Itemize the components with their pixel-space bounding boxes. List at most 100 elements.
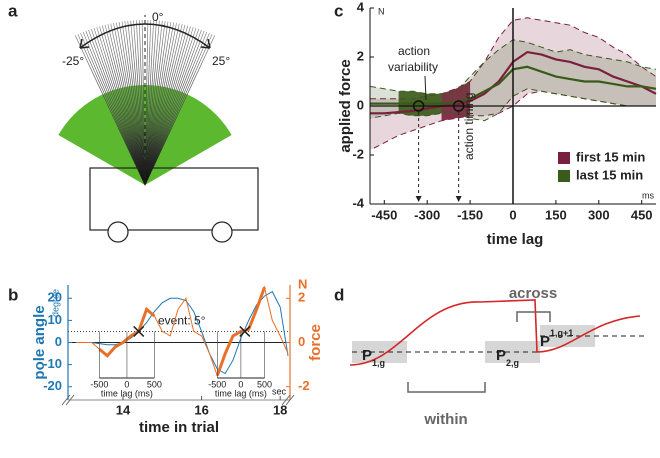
fan-line — [88, 29, 146, 186]
panel-label: a — [8, 1, 18, 20]
fan-line — [77, 34, 146, 186]
fan-line — [144, 27, 194, 186]
x-tick-label: 14 — [116, 402, 131, 417]
fan-line — [124, 21, 146, 186]
y-tick-label: 4 — [357, 0, 365, 14]
y-axis-label: pole angle — [31, 305, 48, 379]
fan-line — [144, 20, 154, 186]
arc-arrow — [79, 23, 211, 49]
y-tick-label: -20 — [43, 378, 62, 393]
fan-line — [104, 24, 146, 186]
y2-tick-label: 0 — [298, 334, 305, 349]
node-p: P — [362, 347, 372, 364]
node-label: P2,g — [496, 347, 519, 368]
inset-label: time lag (ms) — [101, 388, 153, 398]
x-tick-label: -300 — [414, 207, 440, 222]
bracket — [516, 311, 551, 322]
fan-line — [144, 26, 191, 186]
band-edge — [369, 88, 656, 122]
fan-line — [144, 25, 189, 186]
fan-line — [144, 22, 174, 186]
fan-line — [144, 20, 163, 186]
fan-line — [144, 29, 202, 186]
fan-line — [144, 23, 180, 186]
inset-tick-label: 500 — [147, 379, 162, 389]
fan-line — [144, 24, 186, 186]
y-tick-label: -10 — [43, 356, 62, 371]
annotation: event: 5° — [158, 314, 206, 328]
fan-line — [144, 20, 149, 186]
y-axis-label: applied force — [337, 59, 354, 152]
fan-line — [144, 32, 210, 186]
node-p: P — [540, 333, 550, 350]
event-marker — [133, 325, 145, 337]
fan-line — [144, 21, 169, 186]
y2-axis-label: force — [307, 324, 324, 361]
legend-label: last 15 min — [576, 167, 643, 182]
angle-label: 25° — [212, 54, 230, 68]
annotation: action — [398, 44, 430, 58]
fan-line — [80, 32, 146, 186]
fan-line — [144, 27, 197, 186]
x-tick-label: 18 — [273, 402, 287, 417]
fan-line — [116, 22, 146, 186]
node-label: P1,g — [362, 347, 385, 368]
pointer — [424, 75, 427, 101]
x-tick-label: 450 — [631, 207, 653, 222]
x-tick-label: -450 — [371, 207, 397, 222]
event-point — [452, 100, 465, 112]
x-tick-label: 0 — [509, 207, 516, 222]
fan-line — [144, 20, 157, 186]
y2-tick-label: -2 — [298, 378, 310, 393]
fan-line — [96, 27, 146, 186]
node-label: P1,g+1 — [540, 328, 573, 350]
fan-line — [82, 31, 146, 186]
event-point — [412, 100, 425, 112]
wheel — [107, 221, 129, 243]
event-marker — [239, 325, 251, 337]
x-axis-label: time lag — [487, 231, 544, 248]
fan-line — [144, 24, 183, 186]
fan-line — [101, 25, 146, 186]
node-sub: 1,g — [372, 358, 385, 368]
fan-line — [74, 35, 146, 186]
legend-swatch — [558, 152, 570, 164]
inset-tick-label: 500 — [257, 379, 272, 389]
fan-line — [138, 20, 146, 186]
y2-unit: N — [298, 276, 307, 291]
panel-label: b — [8, 285, 18, 304]
cart — [89, 167, 259, 231]
inset-label: time lag (ms) — [215, 388, 267, 398]
fan-line — [107, 24, 146, 186]
panel-label: c — [334, 1, 343, 20]
fan-line — [144, 30, 205, 186]
fan-line — [93, 27, 146, 186]
y-tick-label: 2 — [357, 48, 364, 63]
fan-line — [121, 21, 146, 186]
fan-line — [99, 26, 146, 186]
fan-line — [144, 21, 166, 186]
inset-tick-label: -500 — [90, 379, 108, 389]
fan-line — [144, 28, 200, 186]
y-unit: degree — [50, 289, 60, 317]
x-unit: sec — [272, 386, 287, 396]
highlight-line — [215, 286, 266, 377]
angle-label: 0° — [152, 10, 164, 24]
y2-tick-label: 2 — [298, 290, 305, 305]
y-tick-label: 0 — [55, 334, 62, 349]
fan-line — [90, 28, 146, 186]
diagram-d: across within P1,g P2,g P1,g+1 — [349, 285, 645, 428]
fan-line — [144, 21, 172, 186]
arrow-head — [455, 196, 462, 202]
legend-label: first 15 min — [576, 149, 645, 164]
arrow-head — [79, 38, 90, 49]
y-tick-label: 20 — [48, 290, 62, 305]
wheel — [211, 221, 233, 243]
x-tick-label: 16 — [194, 402, 208, 417]
x-axis-label: time in trial — [139, 419, 219, 436]
y-tick-label: -2 — [352, 146, 364, 161]
fan-line — [133, 20, 146, 186]
x-unit: ms — [642, 190, 654, 200]
